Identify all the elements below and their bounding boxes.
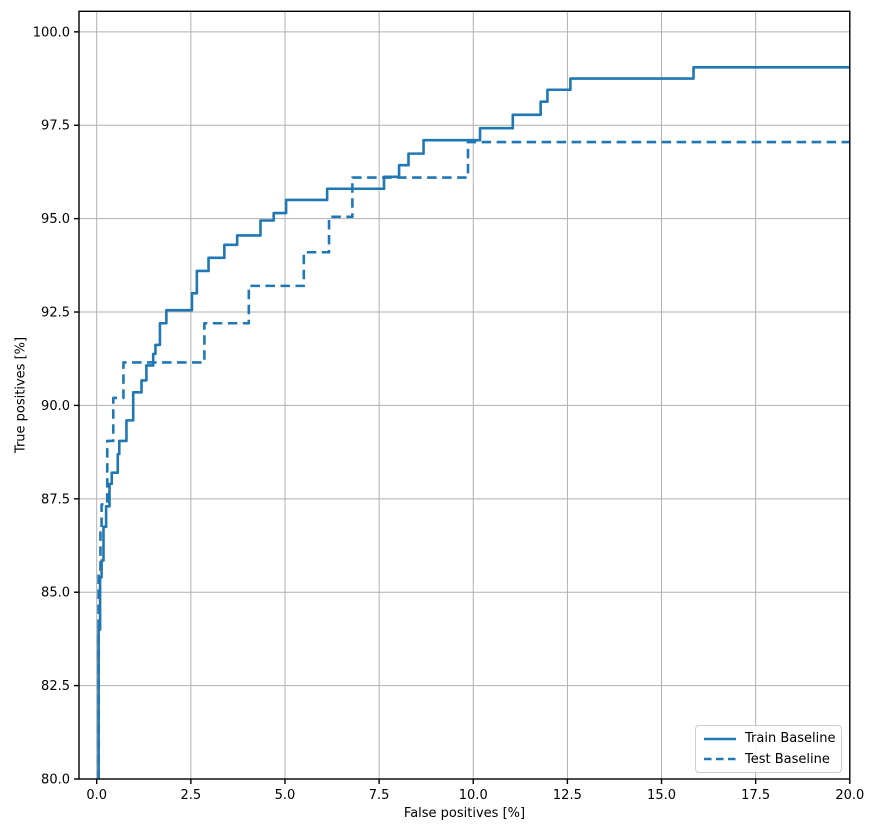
y-axis-label: True positives [%] bbox=[13, 336, 29, 454]
legend-train-label: Train Baseline bbox=[745, 731, 836, 747]
x-tick-label: 7.5 bbox=[369, 788, 390, 803]
x-tick-label: 17.5 bbox=[741, 788, 770, 803]
x-tick-label: 20.0 bbox=[835, 788, 864, 803]
y-tick-label: 90.0 bbox=[41, 399, 70, 414]
y-tick-label: 80.0 bbox=[41, 773, 70, 788]
series-line-train bbox=[97, 66, 850, 779]
x-tick-label: 15.0 bbox=[647, 788, 676, 803]
y-tick-label: 82.5 bbox=[41, 679, 70, 694]
x-tick-label: 0.0 bbox=[86, 788, 107, 803]
series-line-test bbox=[97, 140, 850, 779]
y-tick-label: 95.0 bbox=[41, 212, 70, 227]
x-tick-label: 12.5 bbox=[553, 788, 582, 803]
y-tick-label: 85.0 bbox=[41, 586, 70, 601]
legend-train-line-sample bbox=[704, 737, 736, 740]
legend: Train Baseline Test Baseline bbox=[695, 725, 842, 773]
axes-frame bbox=[78, 10, 851, 780]
legend-row-test: Test Baseline bbox=[703, 749, 834, 769]
x-tick-label: 10.0 bbox=[459, 788, 488, 803]
x-axis-label: False positives [%] bbox=[403, 806, 526, 821]
x-tick-label: 2.5 bbox=[180, 788, 201, 803]
y-tick-label: 97.5 bbox=[41, 119, 70, 134]
y-tick-label: 92.5 bbox=[41, 306, 70, 321]
x-tick-label: 5.0 bbox=[275, 788, 296, 803]
y-tick-label: 100.0 bbox=[33, 25, 70, 40]
legend-row-train: Train Baseline bbox=[703, 729, 836, 749]
y-tick-label: 87.5 bbox=[41, 492, 70, 507]
legend-test-line-sample bbox=[704, 758, 736, 761]
legend-test-label: Test Baseline bbox=[745, 751, 830, 767]
